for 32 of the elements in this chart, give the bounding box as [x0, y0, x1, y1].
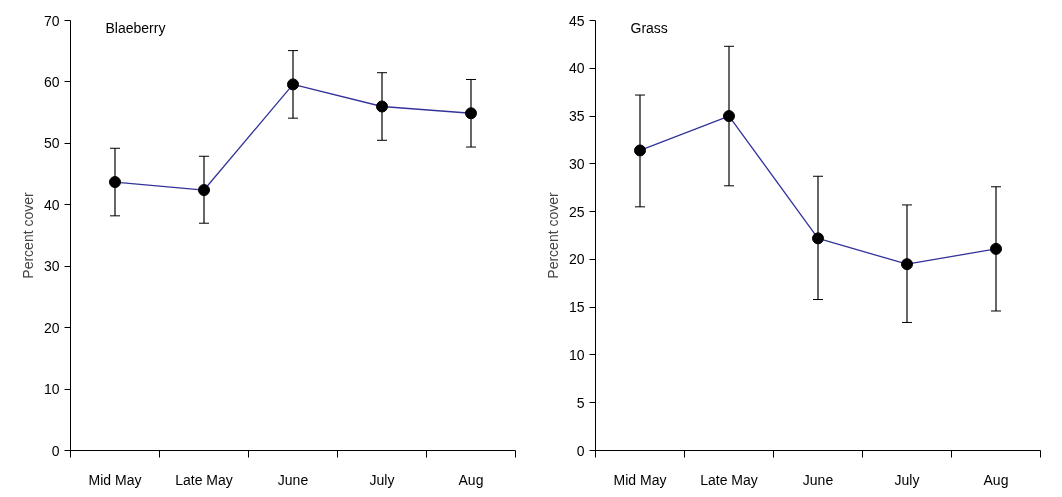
x-tick-label: July [894, 471, 920, 488]
x-tick-label: Late May [175, 471, 233, 488]
y-axis-title: Percent cover [544, 191, 561, 279]
y-tick-label: 15 [568, 299, 585, 316]
x-tick-label: Aug [458, 471, 484, 488]
y-tick-label: 20 [43, 319, 60, 336]
x-tick-label: Mid May [88, 471, 142, 488]
y-tick-label: 45 [568, 12, 585, 29]
y-tick-label: 35 [568, 108, 585, 125]
x-tick-label: Mid May [613, 471, 667, 488]
x-tick-label: July [369, 471, 395, 488]
y-tick-label: 20 [568, 251, 585, 268]
annotation: Blaeberry [105, 19, 166, 36]
x-tick-label: June [277, 471, 309, 488]
y-tick-label: 25 [568, 203, 585, 220]
annotation: Grass [630, 19, 668, 36]
x-tick-label: Late May [700, 471, 758, 488]
y-tick-label: 30 [43, 258, 60, 275]
y-tick-label: 70 [43, 12, 60, 29]
y-tick-label: 50 [43, 135, 60, 152]
x-tick-label: June [802, 471, 834, 488]
y-tick-label: 10 [568, 346, 585, 363]
y-tick-label: 0 [576, 442, 585, 459]
y-tick-label: 30 [568, 155, 585, 172]
y-tick-label: 40 [568, 60, 585, 77]
y-tick-label: 10 [43, 381, 60, 398]
y-tick-label: 0 [51, 442, 60, 459]
y-tick-label: 5 [576, 394, 585, 411]
y-tick-label: 60 [43, 73, 60, 90]
y-axis-title: Percent cover [19, 191, 36, 279]
y-tick-label: 40 [43, 196, 60, 213]
x-tick-label: Aug [983, 471, 1009, 488]
